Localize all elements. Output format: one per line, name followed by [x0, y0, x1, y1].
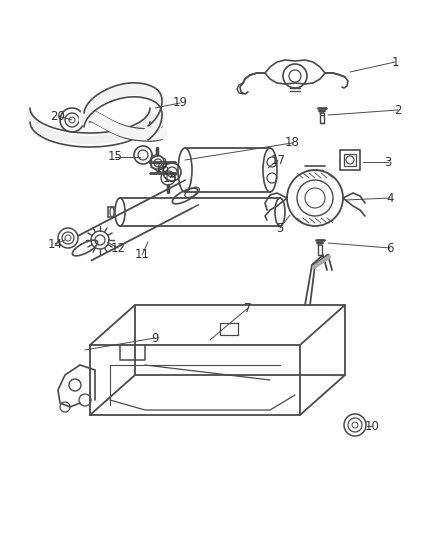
Text: 11: 11 [134, 248, 149, 262]
Text: 16: 16 [155, 161, 170, 174]
Bar [344, 154, 356, 166]
Text: 20: 20 [50, 109, 65, 123]
Text: 15: 15 [162, 172, 177, 184]
Bar [340, 150, 360, 170]
Text: 7: 7 [244, 302, 252, 314]
Text: 5: 5 [276, 222, 284, 235]
Text: 6: 6 [386, 241, 394, 254]
Text: 19: 19 [173, 96, 187, 109]
Text: 14: 14 [47, 238, 63, 251]
Text: 18: 18 [285, 136, 300, 149]
Text: 17: 17 [271, 154, 286, 166]
Text: 15: 15 [108, 150, 123, 164]
Text: 3: 3 [384, 156, 392, 168]
Text: 10: 10 [364, 419, 379, 432]
Text: 4: 4 [386, 191, 394, 205]
Text: 9: 9 [151, 332, 159, 344]
Text: 2: 2 [394, 103, 402, 117]
Text: 1: 1 [391, 55, 399, 69]
Text: 12: 12 [110, 241, 126, 254]
